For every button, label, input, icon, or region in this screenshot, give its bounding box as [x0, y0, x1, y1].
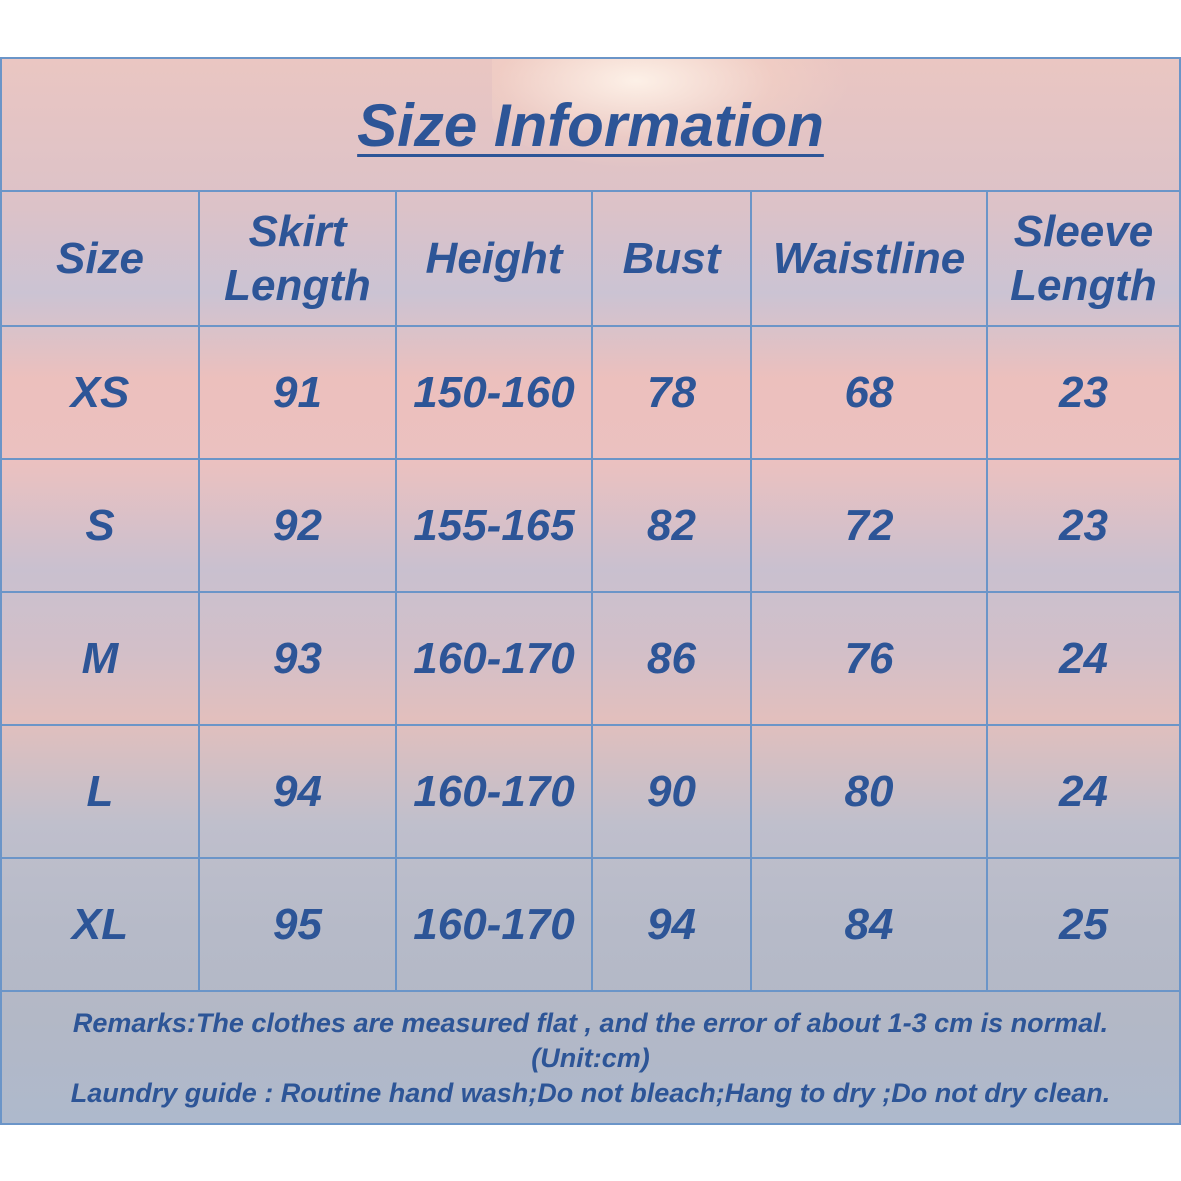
remarks-text: Remarks:The clothes are measured flat , …	[72, 1008, 1109, 1038]
column-header: Height	[395, 190, 593, 327]
table-row: XL 95 160-170 94 84 25	[2, 857, 1179, 992]
size-table: Size Skirt Length Height Bust Waistline Sleev…	[2, 190, 1179, 992]
table-cell: 160-170	[395, 857, 593, 992]
table-row: L 94 160-170 90 80 24	[2, 724, 1179, 859]
table-cell: 160-170	[395, 591, 593, 726]
table-cell: 92	[198, 458, 397, 593]
table-cell: M	[2, 591, 200, 726]
table-cell: 155-165	[395, 458, 593, 593]
background-sun-glow	[492, 59, 852, 169]
column-header: Waistline	[750, 190, 988, 327]
remarks: Remarks:The clothes are measured flat , …	[2, 992, 1179, 1125]
table-cell: XS	[2, 325, 200, 460]
table-cell: 78	[591, 325, 752, 460]
unit-text: (Unit:cm)	[531, 1043, 650, 1073]
table-row: S 92 155-165 82 72 23	[2, 458, 1179, 593]
table-cell: 23	[986, 325, 1179, 460]
column-header: Bust	[591, 190, 752, 327]
table-cell: L	[2, 724, 200, 859]
table-cell: 24	[986, 591, 1179, 726]
table-cell: 80	[750, 724, 988, 859]
table-cell: 91	[198, 325, 397, 460]
laundry-guide: Laundry guide : Routine hand wash;Do not…	[70, 1078, 1111, 1108]
table-cell: 68	[750, 325, 988, 460]
column-header: Skirt Length	[198, 190, 397, 327]
table-cell: 93	[198, 591, 397, 726]
table-cell: 76	[750, 591, 988, 726]
table-cell: 23	[986, 458, 1179, 593]
table-cell: 25	[986, 857, 1179, 992]
table-cell: 150-160	[395, 325, 593, 460]
table-cell: 94	[198, 724, 397, 859]
table-cell: S	[2, 458, 200, 593]
page-title: Size Information	[357, 92, 824, 159]
table-row: XS 91 150-160 78 68 23	[2, 325, 1179, 460]
header-row: Size Skirt Length Height Bust Waistline Sleev…	[2, 190, 1179, 327]
table-row: M 93 160-170 86 76 24	[2, 591, 1179, 726]
table-cell: 86	[591, 591, 752, 726]
table-cell: 24	[986, 724, 1179, 859]
table-cell: 95	[198, 857, 397, 992]
size-chart: Size Information Size Skirt Length Height B…	[0, 57, 1181, 1125]
table-cell: XL	[2, 857, 200, 992]
column-header: Sleeve Length	[986, 190, 1179, 327]
table-cell: 94	[591, 857, 752, 992]
table-cell: 72	[750, 458, 988, 593]
table-cell: 84	[750, 857, 988, 992]
title-row: Size Information	[2, 59, 1179, 192]
table-cell: 160-170	[395, 724, 593, 859]
column-header: Size	[2, 190, 200, 327]
table-cell: 82	[591, 458, 752, 593]
table-cell: 90	[591, 724, 752, 859]
